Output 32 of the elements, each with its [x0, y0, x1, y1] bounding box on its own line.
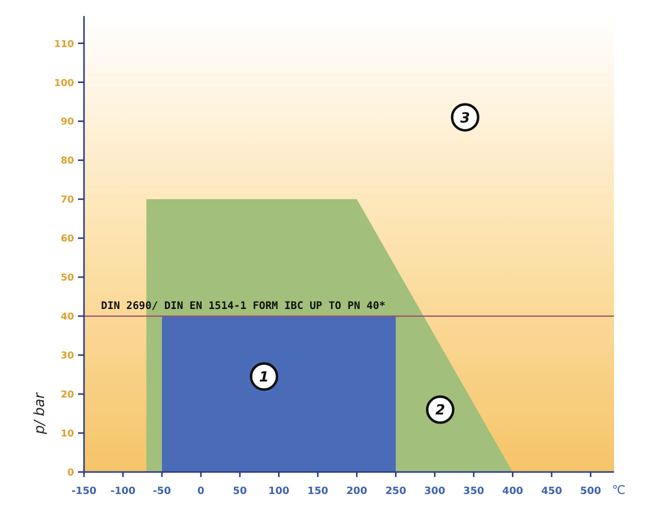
y-tick-label: 60 [60, 234, 74, 245]
y-axis-title: p/ bar [32, 392, 48, 436]
x-tick-label: 150 [307, 486, 328, 497]
y-tick-label: 110 [54, 38, 74, 50]
x-tick-label: 450 [541, 486, 562, 497]
x-tick-label: 250 [385, 486, 406, 497]
x-axis-title: ℃ [612, 483, 626, 497]
x-tick-label: 400 [502, 486, 524, 497]
x-tick-label: -100 [110, 486, 136, 497]
x-tick-label: 0 [197, 486, 204, 497]
y-tick-label: 0 [67, 468, 74, 478]
y-tick-label: 70 [60, 194, 74, 206]
y-tick-label: 10 [60, 428, 74, 440]
x-tick-label: 300 [424, 486, 446, 497]
x-tick-label: -50 [152, 486, 172, 497]
y-tick-label: 20 [60, 390, 74, 401]
x-tick-label: 350 [463, 486, 484, 497]
x-tick-label: 50 [232, 486, 247, 497]
y-tick-label: 80 [60, 156, 74, 167]
y-tick-label: 40 [60, 312, 74, 323]
x-tick-label: -150 [71, 486, 97, 497]
x-tick-label: 500 [580, 486, 602, 497]
x-tick-label: 100 [268, 486, 290, 497]
annotation: 2 [435, 402, 446, 419]
y-tick-label: 100 [54, 78, 74, 89]
annotation: 3 [460, 110, 470, 126]
annotation: 1 [259, 370, 269, 386]
y-tick-label: 30 [60, 350, 74, 362]
y-tick-label: 90 [60, 116, 74, 128]
y-tick-label: 50 [60, 272, 74, 284]
x-tick-label: 200 [346, 486, 368, 497]
ref-line-label: DIN 2690/ DIN EN 1514-1 FORM IBC UP TO PN 40* [101, 300, 386, 312]
